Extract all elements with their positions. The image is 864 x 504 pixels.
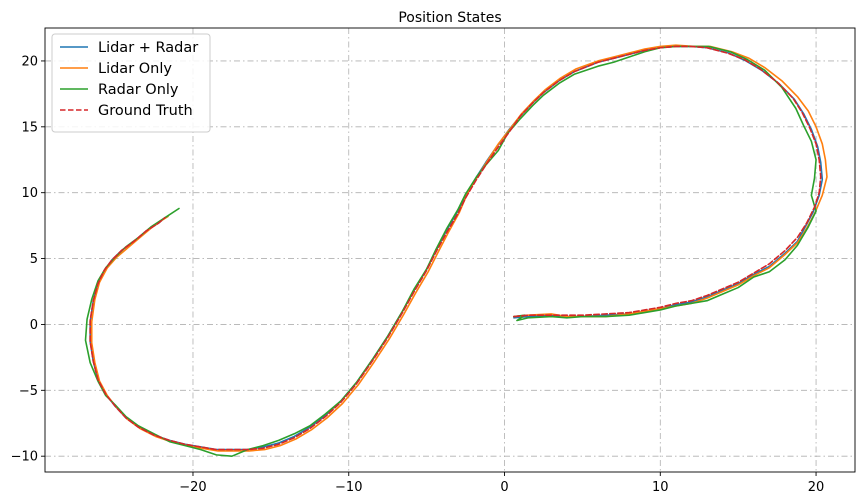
x-tick-label: −10 xyxy=(335,480,362,495)
y-tick-label: 15 xyxy=(21,120,38,135)
series-line-radar-only xyxy=(84,45,817,457)
legend-label-lidar-only: Lidar Only xyxy=(98,61,172,77)
legend-box xyxy=(51,33,211,133)
x-tick-label: −20 xyxy=(179,480,206,495)
y-tick-label: 0 xyxy=(30,318,38,333)
y-tick-label: −10 xyxy=(11,450,38,465)
y-tick-label: 5 xyxy=(30,252,38,267)
tick-marks: −20 −10 0 10 20 −10 −5 0 5 10 15 20 xyxy=(11,54,825,495)
legend-label-ground-truth: Ground Truth xyxy=(98,103,193,119)
legend: Lidar + Radar Lidar Only Radar Only Ground … xyxy=(51,33,211,133)
x-tick-label: 10 xyxy=(652,480,669,495)
y-tick-label: 20 xyxy=(21,54,38,69)
x-tick-label: 0 xyxy=(500,480,508,495)
series-layer xyxy=(84,44,828,457)
axes-frame xyxy=(44,27,856,473)
x-tick-label: 20 xyxy=(808,480,825,495)
legend-label-radar-only: Radar Only xyxy=(98,82,179,98)
series-line-ground-truth xyxy=(89,45,822,451)
legend-label-lidar-radar: Lidar + Radar xyxy=(98,40,198,56)
y-tick-label: −5 xyxy=(19,384,38,399)
y-tick-label: 10 xyxy=(21,186,38,201)
chart-title: Position States xyxy=(398,10,501,26)
